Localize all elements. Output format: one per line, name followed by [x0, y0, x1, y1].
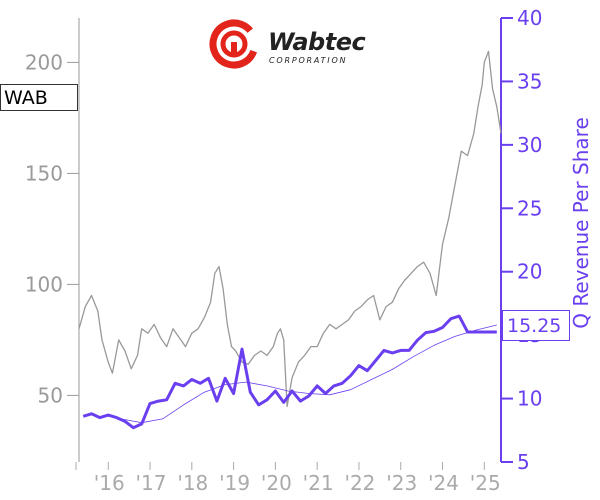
x-tick-label: '16: [94, 471, 125, 495]
right-axis-ticks: 510152025303540: [501, 6, 542, 474]
series-layer: [78, 50, 502, 430]
left-tick-label: 150: [25, 161, 63, 185]
wabtec-logo-icon: [209, 19, 259, 69]
ticker-label: WAB: [0, 84, 78, 111]
price-line: [78, 50, 502, 408]
x-tick-label: '21: [303, 471, 334, 495]
revenue-per-share-line: [82, 314, 497, 430]
right-tick-label: 30: [517, 133, 542, 157]
x-tick-label: '18: [177, 471, 208, 495]
right-axis-label: Q Revenue Per Share: [569, 117, 593, 329]
x-tick-label: '22: [344, 471, 375, 495]
logo-subtitle: CORPORATION: [269, 56, 348, 65]
x-axis-ticks: '16 '17 '18 '19 '20 '21 '22 '23 '24 '25: [75, 462, 501, 495]
right-tick-label: 20: [517, 260, 542, 284]
x-tick-label: '24: [428, 471, 459, 495]
right-tick-label: 25: [517, 196, 542, 220]
revenue-trend-line: [120, 324, 497, 424]
logo-name: Wabtec: [268, 28, 366, 56]
latest-value-label: 15.25: [502, 310, 570, 341]
company-logo: Wabtec CORPORATION: [208, 18, 378, 70]
x-tick-label: '17: [136, 471, 167, 495]
x-tick-label: '19: [219, 471, 250, 495]
right-tick-label: 5: [517, 450, 530, 474]
left-tick-label: 200: [25, 50, 63, 74]
left-tick-label: 100: [25, 272, 63, 296]
right-tick-label: 10: [517, 387, 542, 411]
axes: [78, 18, 502, 462]
left-tick-label: 50: [38, 383, 63, 407]
right-tick-label: 40: [517, 6, 542, 30]
x-tick-label: '25: [470, 471, 501, 495]
x-tick-label: '23: [386, 471, 417, 495]
left-axis-ticks: 50 100 150 200: [25, 50, 79, 407]
x-tick-label: '20: [261, 471, 292, 495]
right-tick-label: 35: [517, 69, 542, 93]
